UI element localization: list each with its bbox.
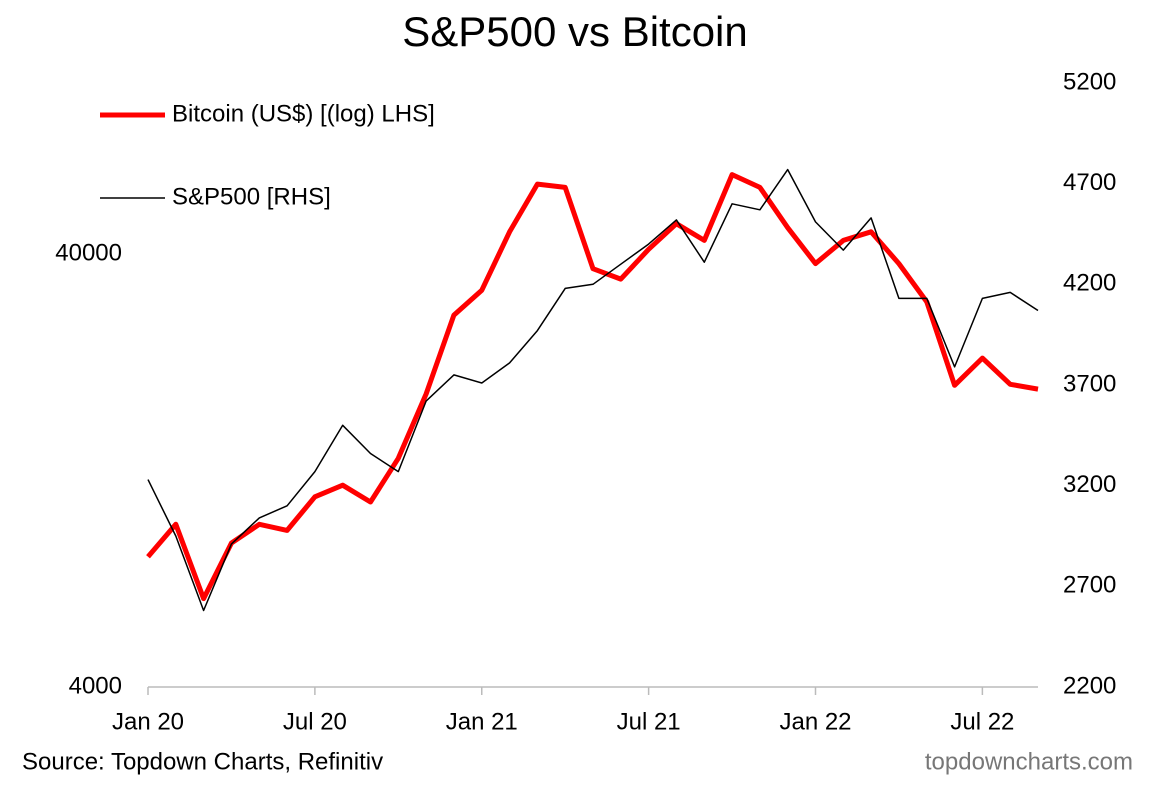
y2-tick-label: 2700: [1063, 572, 1116, 599]
y2-tick-label: 3200: [1063, 471, 1116, 498]
website: topdowncharts.com: [925, 748, 1133, 775]
chart-title: S&P500 vs Bitcoin: [402, 8, 748, 55]
series-line: [147, 168, 1039, 612]
legend-label: S&P500 [RHS]: [172, 183, 331, 210]
y2-tick-label: 2200: [1063, 672, 1116, 699]
y-tick-label: 40000: [55, 239, 122, 266]
x-tick-label: Jan 20: [112, 708, 184, 735]
y-tick-label: 4000: [69, 672, 122, 699]
x-tick-label: Jul 21: [617, 708, 681, 735]
x-tick-label: Jan 22: [779, 708, 851, 735]
source: Source: Topdown Charts, Refinitiv: [22, 748, 383, 775]
legend-label: Bitcoin (US$) [(log) LHS]: [172, 100, 435, 127]
x-tick-label: Jul 22: [950, 708, 1014, 735]
y2-tick-label: 4700: [1063, 169, 1116, 196]
x-tick-label: Jan 21: [446, 708, 518, 735]
series-line: [146, 172, 1039, 602]
y2-tick-label: 4200: [1063, 270, 1116, 297]
y2-tick-label: 3700: [1063, 370, 1116, 397]
x-tick-label: Jul 20: [283, 708, 347, 735]
y2-tick-label: 5200: [1063, 68, 1116, 95]
